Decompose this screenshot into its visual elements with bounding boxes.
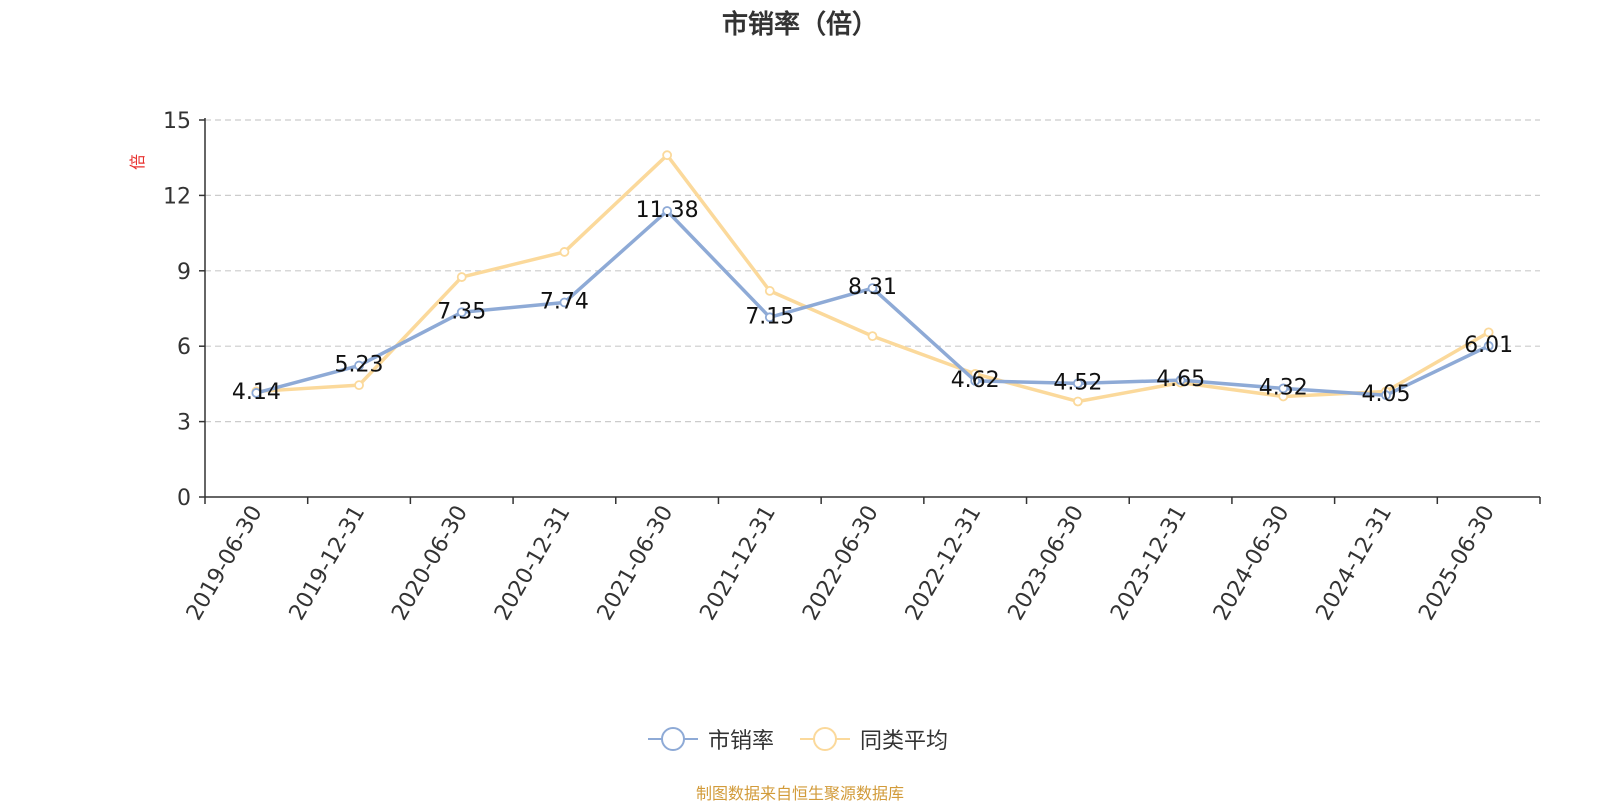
- data-point-series-1: [764, 286, 775, 296]
- x-tick-label: 2024-12-31: [1312, 502, 1398, 625]
- x-tick-label: 2021-06-30: [593, 502, 679, 625]
- data-label: 6.01: [1464, 333, 1513, 358]
- legend-label: 同类平均: [860, 729, 949, 754]
- data-label: 8.31: [848, 275, 897, 300]
- data-label: 4.05: [1361, 382, 1410, 407]
- y-axis-label: 倍: [128, 154, 147, 170]
- chart-title: 市销率（倍）: [721, 10, 878, 40]
- data-point-series-1: [1072, 396, 1083, 407]
- data-point-series-0: [764, 312, 775, 323]
- y-tick-label: 3: [177, 411, 191, 436]
- data-label: 4.32: [1259, 375, 1308, 400]
- data-point-series-0: [867, 283, 878, 294]
- data-label: 7.35: [437, 299, 486, 324]
- y-tick-label: 6: [177, 335, 191, 360]
- x-tick-label: 2022-06-30: [798, 502, 884, 625]
- data-point-series-0: [1483, 341, 1494, 351]
- x-tick-label: 2023-06-30: [1004, 502, 1090, 625]
- data-point-series-0: [662, 206, 673, 216]
- data-point-series-1: [559, 247, 570, 257]
- chart-legend: 市销率 同类平均: [648, 724, 948, 754]
- y-tick-label: 0: [177, 486, 191, 511]
- x-tick-label: 2020-12-31: [490, 502, 576, 625]
- x-tick-label: 2021-12-31: [695, 502, 781, 625]
- data-label: 5.23: [335, 353, 384, 378]
- data-point-series-1: [354, 380, 364, 391]
- data-point-series-0: [1381, 390, 1391, 401]
- data-label: 4.65: [1156, 367, 1205, 392]
- legend-line-icon: [800, 726, 851, 752]
- data-point-series-0: [1175, 375, 1186, 386]
- x-tick-label: 2022-12-31: [901, 502, 987, 625]
- data-point-series-1: [867, 331, 878, 342]
- data-point-series-1: [662, 150, 673, 161]
- data-point-series-0: [251, 388, 262, 398]
- legend-line-icon: [648, 726, 698, 752]
- data-source-note: 制图数据来自恒生聚源数据库: [695, 784, 904, 803]
- y-tick-label: 15: [163, 109, 191, 134]
- data-point-series-0: [1072, 378, 1083, 389]
- data-label: 7.74: [540, 289, 589, 314]
- data-point-series-0: [1278, 383, 1289, 394]
- data-point-series-0: [354, 360, 364, 371]
- y-tick-label: 12: [163, 184, 191, 209]
- y-tick-label: 9: [177, 260, 191, 285]
- data-point-series-0: [456, 307, 467, 318]
- legend-item-series-0[interactable]: 市销率: [648, 723, 774, 755]
- x-tick-label: 2019-06-30: [182, 502, 268, 625]
- legend-item-series-1[interactable]: 同类平均: [800, 723, 948, 755]
- data-label: 7.15: [745, 304, 794, 329]
- data-point-series-1: [456, 272, 467, 282]
- data-point-series-0: [559, 297, 570, 308]
- x-tick-label: 2020-06-30: [387, 502, 473, 625]
- data-label: 11.38: [636, 198, 699, 223]
- x-tick-label: 2025-06-30: [1414, 502, 1500, 625]
- data-point-series-0: [970, 375, 981, 386]
- data-point-series-1: [1483, 327, 1494, 338]
- x-tick-label: 2023-12-31: [1106, 502, 1192, 625]
- legend-label: 市销率: [708, 729, 775, 754]
- data-label: 4.14: [232, 380, 281, 405]
- data-label: 4.52: [1053, 370, 1102, 395]
- data-label: 4.62: [951, 368, 1000, 393]
- x-tick-label: 2019-12-31: [285, 502, 371, 625]
- x-tick-label: 2024-06-30: [1209, 502, 1295, 625]
